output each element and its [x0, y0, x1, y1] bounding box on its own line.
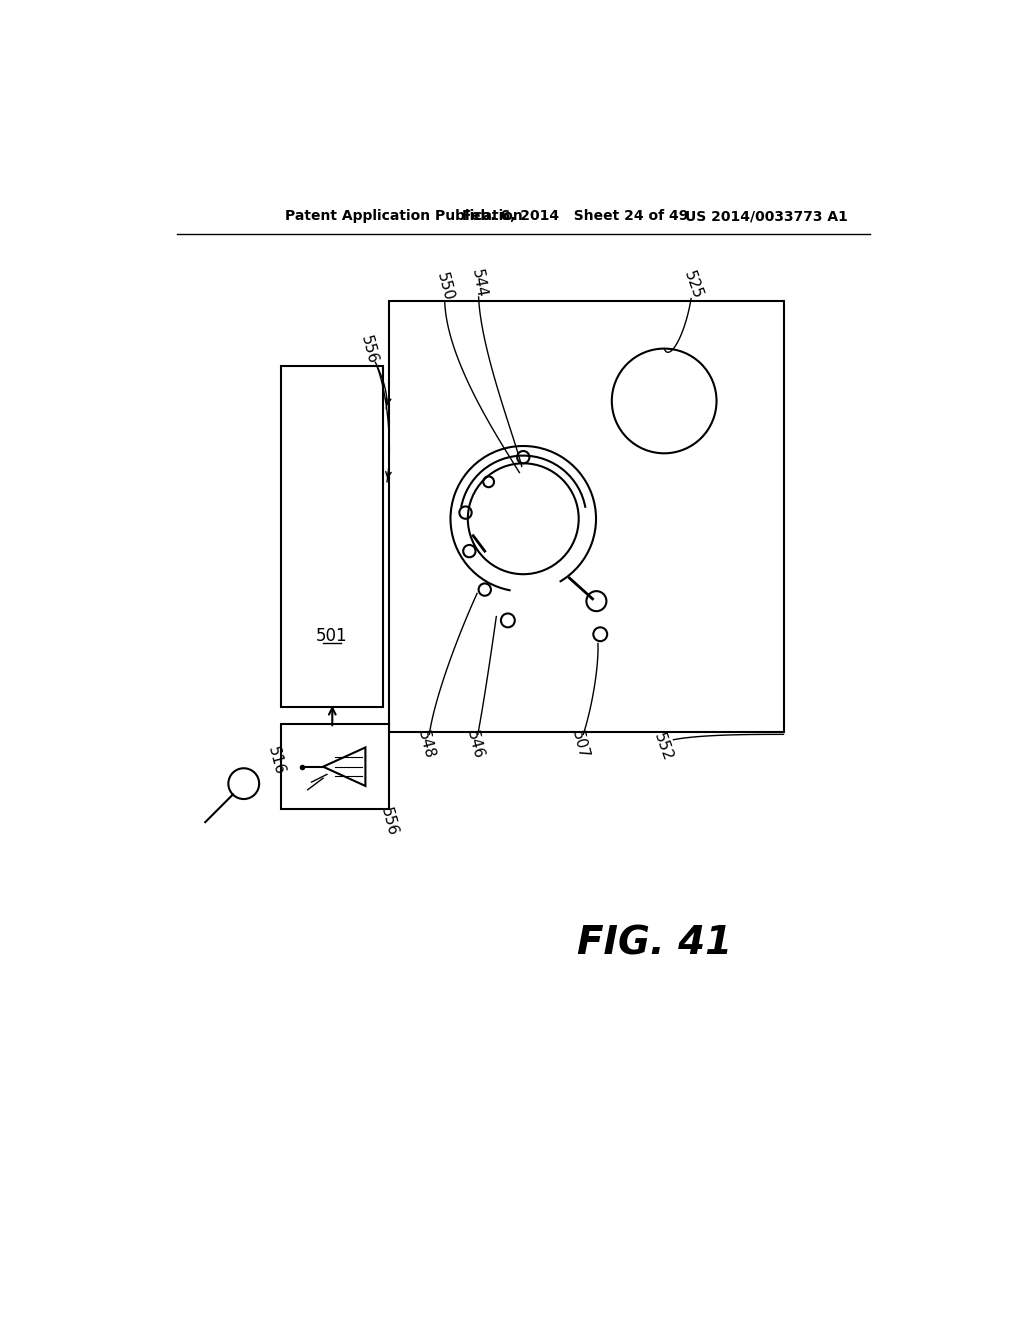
Text: 556: 556 [358, 334, 380, 366]
Bar [388, 301, 783, 733]
Text: 556: 556 [378, 807, 399, 838]
Bar [281, 367, 383, 706]
Text: 552: 552 [651, 731, 676, 763]
Text: 516: 516 [265, 744, 288, 776]
Text: Patent Application Publication: Patent Application Publication [285, 209, 522, 223]
Text: 550: 550 [434, 271, 456, 302]
Text: 507: 507 [568, 729, 591, 762]
Text: Feb. 6, 2014   Sheet 24 of 49: Feb. 6, 2014 Sheet 24 of 49 [462, 209, 688, 223]
Text: 546: 546 [464, 729, 485, 762]
Text: 501: 501 [316, 627, 348, 644]
Text: 525: 525 [681, 269, 705, 301]
Text: US 2014/0033773 A1: US 2014/0033773 A1 [685, 209, 848, 223]
Text: FIG. 41: FIG. 41 [577, 925, 732, 962]
Bar [281, 725, 388, 809]
Text: 544: 544 [469, 268, 488, 298]
Text: 548: 548 [415, 729, 436, 762]
